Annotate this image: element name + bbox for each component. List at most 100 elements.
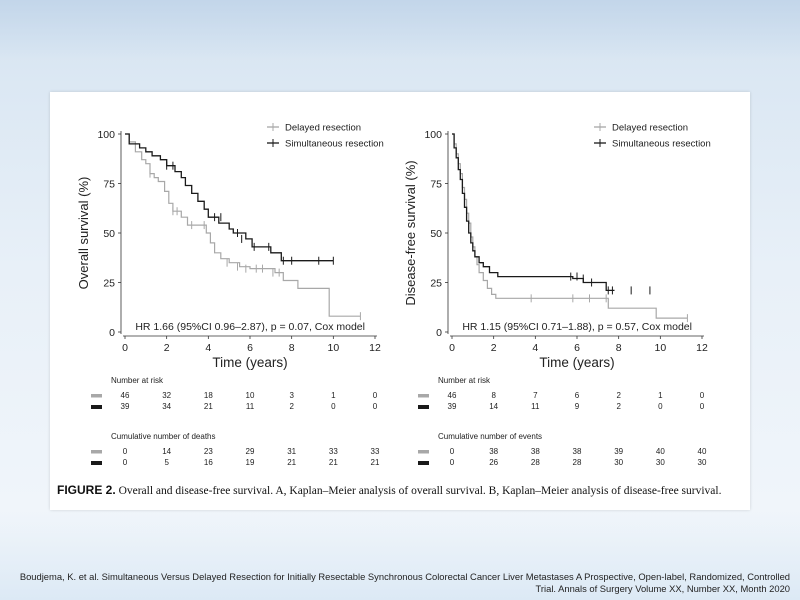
panel-a-x-tick-label: 0 xyxy=(122,342,128,354)
panel-b-x-tick-label: 10 xyxy=(654,342,666,354)
panel-b-risk-table-title: Number at risk xyxy=(438,376,491,385)
panel-a-risk-table-cell: 14 xyxy=(162,447,171,456)
panel-b-risk-table-cell: 38 xyxy=(531,447,540,456)
panel-a-risk-table-cell: 18 xyxy=(204,391,213,400)
panel-a-legend-entry: Delayed resection xyxy=(285,123,361,134)
panel-b-x-tick-label: 6 xyxy=(574,342,580,354)
panel-a-x-tick-label: 8 xyxy=(289,342,295,354)
panel-b-risk-table-cell: 9 xyxy=(575,402,580,411)
panel-b-risk-table-cell: 2 xyxy=(616,402,621,411)
panel-a-simultaneous-curve xyxy=(125,133,334,262)
panel-b-x-axis-label: Time (years) xyxy=(539,355,614,370)
panel-a-risk-table-cell: 0 xyxy=(123,447,128,456)
panel-a-risk-table-cell: 21 xyxy=(287,458,296,467)
panel-a-y-tick-label: 50 xyxy=(103,228,115,240)
panel-b-risk-table-cell: 38 xyxy=(489,447,498,456)
panel-b-risk-table-cell: 0 xyxy=(658,402,663,411)
panel-b-risk-table-cell: 7 xyxy=(533,391,538,400)
panel-b-risk-table-cell: 0 xyxy=(700,402,705,411)
panel-b-y-tick-label: 100 xyxy=(424,129,442,141)
panel-b-risk-row-swatch xyxy=(418,405,429,409)
panel-b-risk-table-cell: 1 xyxy=(658,391,663,400)
panel-a-risk-table-cell: 32 xyxy=(162,391,171,400)
panel-b-risk-table-cell: 30 xyxy=(698,458,707,467)
slide-background-header xyxy=(0,0,800,60)
panel-a-risk-table-cell: 0 xyxy=(373,402,378,411)
panel-a-risk-table-title: Number at risk xyxy=(111,376,164,385)
panel-a-risk-table-cell: 46 xyxy=(121,391,130,400)
panel-a-risk-table-cell: 21 xyxy=(371,458,380,467)
panel-b-risk-table-cell: 2 xyxy=(616,391,621,400)
panel-a-x-tick-label: 2 xyxy=(164,342,170,354)
panel-a-risk-row-swatch xyxy=(91,450,102,454)
panel-a-risk-table-cell: 3 xyxy=(289,391,294,400)
panel-b-risk-table-cell: 11 xyxy=(531,402,540,411)
panel-a-risk-table-cell: 23 xyxy=(204,447,213,456)
panel-a-x-axis-label: Time (years) xyxy=(212,355,287,370)
panel-b-risk-table-cell: 46 xyxy=(448,391,457,400)
panel-b-risk-table-cell: 28 xyxy=(531,458,540,467)
panel-b-risk-table-cell: 38 xyxy=(573,447,582,456)
panel-a-risk-row-swatch xyxy=(91,394,102,398)
panel-b-risk-table-cell: 8 xyxy=(491,391,496,400)
panel-a-risk-table-title: Cumulative number of deaths xyxy=(111,432,216,441)
panel-b-risk-table-title: Cumulative number of events xyxy=(438,432,542,441)
panel-b-x-tick-label: 12 xyxy=(696,342,708,354)
panel-b-risk-row-swatch xyxy=(418,461,429,465)
panel-a-risk-table-cell: 5 xyxy=(164,458,169,467)
panel-b-risk-table-cell: 39 xyxy=(614,447,623,456)
figure-caption: FIGURE 2. Overall and disease-free survi… xyxy=(57,484,747,498)
panel-a-risk-table-cell: 34 xyxy=(162,402,171,411)
panel-b-risk-table-cell: 0 xyxy=(700,391,705,400)
citation-line-2: Trial. Annals of Surgery Volume XX, Numb… xyxy=(535,583,790,594)
panel-a-risk-table-cell: 33 xyxy=(371,447,380,456)
panel-a-risk-table-cell: 21 xyxy=(204,402,213,411)
panel-b-y-tick-label: 25 xyxy=(430,278,442,290)
panel-b-risk-row-swatch xyxy=(418,394,429,398)
panel-b-risk-table-cell: 28 xyxy=(573,458,582,467)
panel-a-risk-table-cell: 11 xyxy=(246,402,255,411)
figure-label: FIGURE 2. xyxy=(57,483,116,497)
panel-b-x-tick-label: 0 xyxy=(449,342,455,354)
panel-a-risk-table-cell: 39 xyxy=(121,402,130,411)
slide-background-footer xyxy=(0,510,800,600)
panel-b-risk-table-cell: 30 xyxy=(614,458,623,467)
panel-b-y-tick-label: 50 xyxy=(430,228,442,240)
panel-a-x-tick-label: 12 xyxy=(369,342,381,354)
panel-a-risk-table-cell: 33 xyxy=(329,447,338,456)
panel-a-risk-row-swatch xyxy=(91,405,102,409)
panel-a-y-tick-label: 0 xyxy=(109,327,115,339)
panel-a-x-tick-label: 6 xyxy=(247,342,253,354)
panel-a-x-tick-label: 4 xyxy=(205,342,211,354)
panel-a-risk-table-cell: 21 xyxy=(329,458,338,467)
panel-b-y-tick-label: 0 xyxy=(436,327,442,339)
panel-a-hazard-ratio-annotation: HR 1.66 (95%CI 0.96–2.87), p = 0.07, Cox… xyxy=(135,321,365,333)
panel-b-risk-row-swatch xyxy=(418,450,429,454)
panel-a-risk-table-cell: 16 xyxy=(204,458,213,467)
figure-card: 0 25 50 75 100 0 2 4 6 8 10 12 Time (years) Overall s… xyxy=(50,92,750,510)
panel-b-risk-table-cell: 0 xyxy=(450,458,455,467)
panel-b-risk-table-cell: 40 xyxy=(656,447,665,456)
panel-b-legend-entry: Delayed resection xyxy=(612,123,688,134)
panel-a-risk-table-cell: 0 xyxy=(373,391,378,400)
panel-b-risk-table-cell: 14 xyxy=(489,402,498,411)
panel-a-risk-table-cell: 0 xyxy=(331,402,336,411)
panel-b-risk-table-cell: 30 xyxy=(656,458,665,467)
panel-b-x-tick-label: 4 xyxy=(532,342,538,354)
panel-b-x-tick-label: 2 xyxy=(491,342,497,354)
citation: Boudjema, K. et al. Simultaneous Versus … xyxy=(10,571,790,595)
panel-a-risk-table-cell: 0 xyxy=(123,458,128,467)
citation-line-1: Boudjema, K. et al. Simultaneous Versus … xyxy=(19,571,790,582)
panel-a-risk-table-cell: 10 xyxy=(246,391,255,400)
panel-a-y-tick-label: 25 xyxy=(103,278,115,290)
panel-a-y-axis-label: Overall survival (%) xyxy=(76,177,91,290)
panel-a-legend-entry: Simultaneous resection xyxy=(285,139,384,150)
panel-b-risk-table-cell: 26 xyxy=(489,458,498,467)
panel-b-risk-table-cell: 0 xyxy=(450,447,455,456)
panel-a-x-tick-label: 10 xyxy=(327,342,339,354)
panel-a-risk-row-swatch xyxy=(91,461,102,465)
panel-b-risk-table-cell: 40 xyxy=(698,447,707,456)
panel-a-risk-table-cell: 19 xyxy=(246,458,255,467)
panel-a-y-tick-label: 75 xyxy=(103,179,115,191)
